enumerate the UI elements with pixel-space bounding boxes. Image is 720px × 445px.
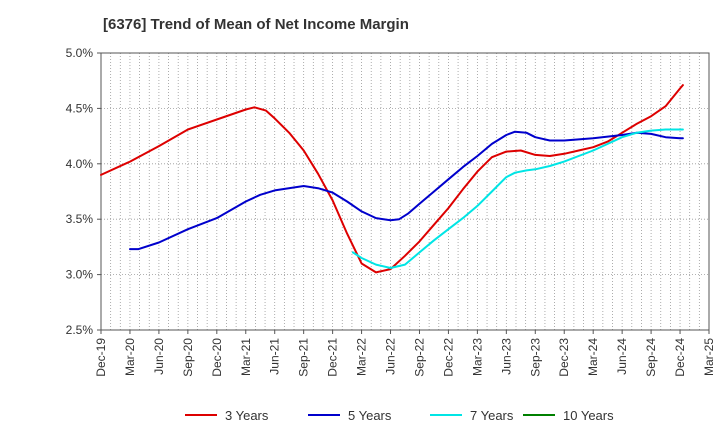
legend: 3 Years 5 Years 7 Years 10 Years bbox=[185, 408, 614, 423]
y-tick-label: 4.5% bbox=[66, 101, 94, 115]
x-tick-label: Jun-24 bbox=[615, 338, 629, 375]
x-tick-label: Mar-20 bbox=[123, 338, 137, 376]
x-tick-label: Mar-22 bbox=[355, 338, 369, 376]
x-tick-label: Sep-23 bbox=[528, 338, 542, 377]
x-tick-label: Mar-25 bbox=[702, 338, 716, 376]
y-tick-label: 3.0% bbox=[66, 268, 94, 282]
x-tick-label: Sep-24 bbox=[644, 338, 658, 377]
x-tick-label: Sep-20 bbox=[181, 338, 195, 377]
legend-label: 5 Years bbox=[348, 408, 392, 423]
x-tick-label: Mar-24 bbox=[586, 338, 600, 376]
series-line-3-years bbox=[100, 84, 684, 274]
chart-title: [6376] Trend of Mean of Net Income Margi… bbox=[103, 16, 409, 33]
y-tick-label: 3.5% bbox=[66, 212, 94, 226]
legend-label: 10 Years bbox=[563, 408, 614, 423]
series-line-7-years bbox=[351, 128, 684, 269]
plot-background bbox=[101, 53, 709, 330]
y-tick-label: 4.0% bbox=[66, 157, 94, 171]
x-tick-label: Dec-23 bbox=[557, 338, 571, 377]
y-tick-label: 5.0% bbox=[66, 46, 94, 60]
x-tick-label: Mar-23 bbox=[470, 338, 484, 376]
x-tick-label: Jun-22 bbox=[384, 338, 398, 375]
x-tick-label: Dec-22 bbox=[441, 338, 455, 377]
plot-area: 2.5% 3.0% 3.5% 4.0% 4.5% 5.0% Dec-19 Mar-20 Jun-… bbox=[66, 46, 716, 377]
legend-label: 3 Years bbox=[225, 408, 269, 423]
series-line-5-years bbox=[129, 130, 684, 251]
x-tick-label: Dec-19 bbox=[94, 338, 108, 377]
x-tick-label: Mar-21 bbox=[239, 338, 253, 376]
y-tick-label: 2.5% bbox=[66, 323, 94, 337]
x-tick-label: Jun-21 bbox=[268, 338, 282, 375]
legend-label: 7 Years bbox=[470, 408, 514, 423]
x-tick-label: Sep-22 bbox=[412, 338, 426, 377]
x-tick-label: Sep-21 bbox=[297, 338, 311, 377]
plot-frame bbox=[100, 52, 710, 331]
x-tick-label: Dec-20 bbox=[210, 338, 224, 377]
x-tick-label: Dec-21 bbox=[326, 338, 340, 377]
x-tick-label: Jun-20 bbox=[152, 338, 166, 375]
x-tick-label: Dec-24 bbox=[673, 338, 687, 377]
x-tick-label: Jun-23 bbox=[499, 338, 513, 375]
